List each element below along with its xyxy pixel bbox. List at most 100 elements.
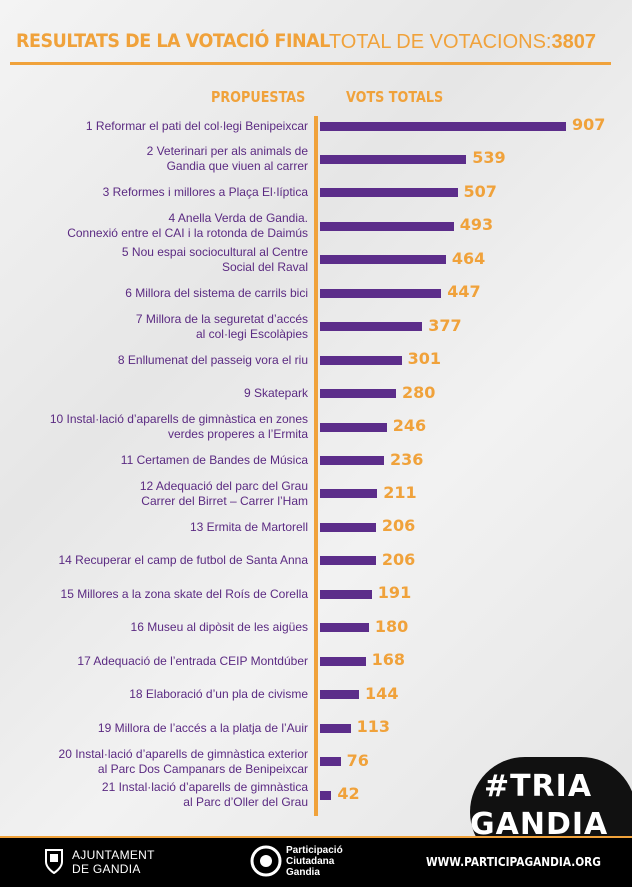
category-label-line: al Parc d’Oller del Grau [183, 795, 308, 809]
category-label-line: Connexió entre el CAI i la rotonda de Da… [67, 226, 308, 241]
data-label: 464 [451, 248, 486, 268]
category-label-line: 20 Instal·lació d’aparells de gimnàstica… [58, 746, 308, 761]
category-label-line: Carrer del Birret – Carrer l’Ham [141, 493, 308, 508]
page-title: RESULTATS DE LA VOTACIÓ FINAL [16, 30, 330, 52]
participacio-line-3: Gandia [286, 867, 320, 878]
participacio-ciutadana-logo: Participació Ciutadana Gandia [250, 842, 360, 882]
bar [320, 489, 378, 499]
bar [320, 757, 341, 767]
category-label: 2 Veterinari per als animals de Gandia qu… [147, 144, 308, 174]
bar [320, 556, 376, 566]
shield-icon [45, 849, 63, 874]
category-label: 14 Recuperar el camp de futbol de Santa … [58, 553, 308, 568]
header-divider [10, 62, 611, 65]
category-label: 9 Skatepark [244, 386, 308, 401]
category-label-line: 17 Adequació de l’entrada CEIP Montdúber [77, 653, 308, 668]
category-label-line: 16 Museu al dipòsit de les aigües [130, 620, 308, 635]
category-label-line: al Parc Dos Campanars de Benipeixcar [97, 761, 308, 776]
category-label-line: 14 Recuperar el camp de futbol de Santa … [58, 553, 308, 568]
bar [320, 288, 442, 298]
votes-column-header: VOTS TOTALS [346, 88, 444, 106]
category-label-line: 18 Elaboració d’un pla de civisme [129, 687, 308, 702]
data-label: 144 [365, 683, 399, 703]
category-label-line: 8 Enllumenat del passeig vora el riu [117, 352, 308, 367]
category-label: 20 Instal·lació d’aparells de gimnàstica… [59, 747, 308, 777]
category-label-line: 4 Anella Verda de Gandia. [168, 211, 308, 226]
category-label-line: 2 Veterinari per als animals de [146, 144, 308, 159]
category-label-line: verdes properes a l’Ermita [167, 427, 308, 442]
category-label-line: 5 Nou espai sociocultural al Centre [121, 244, 308, 259]
category-label: 5 Nou espai sociocultural al Centre Socia… [122, 245, 308, 275]
category-label-line: 21 Instal·lació d’aparells de gimnàstica [101, 780, 308, 794]
category-label: 16 Museu al dipòsit de les aigües [131, 620, 308, 635]
data-label: 539 [472, 148, 506, 168]
bar [320, 154, 467, 164]
bar [320, 690, 360, 700]
bar [320, 355, 402, 365]
bar [320, 322, 423, 332]
category-label-line: 15 Millores a la zona skate del Roís de … [60, 586, 308, 601]
badge-line-1: #TRIA [483, 769, 593, 804]
category-label: 6 Millora del sistema de carrils bici [125, 286, 308, 301]
category-label-line: 7 Millora de la seguretat d’accés [135, 311, 308, 326]
category-label: 19 Millora de l’accés a la platja de l’A… [98, 721, 308, 736]
data-label: 113 [356, 717, 391, 737]
category-label: 17 Adequació de l’entrada CEIP Montdúber [77, 654, 308, 669]
category-label-line: 10 Instal·lació d’aparells de gimnàstica… [49, 412, 308, 427]
data-label: 191 [377, 583, 412, 603]
category-label-line: al col·legi Escolàpies [195, 326, 308, 341]
bar [320, 656, 366, 666]
category-label: 7 Millora de la seguretat d’accés al col·… [136, 312, 308, 342]
bar [320, 456, 384, 465]
website-link[interactable]: WWW.PARTICIPAGANDIA.ORG [426, 855, 601, 869]
bar [320, 188, 458, 198]
category-label-line: 13 Ermita de Martorell [189, 519, 308, 534]
bar [320, 121, 566, 131]
category-label: 18 Elaboració d’un pla de civisme [129, 687, 308, 702]
proposals-column-header: PROPUESTAS [211, 88, 306, 106]
bar [320, 623, 369, 633]
category-label: 3 Reformes i millores a Plaça El·líptica [103, 185, 308, 200]
category-label: 4 Anella Verda de Gandia. Connexió entre … [67, 211, 308, 241]
data-label: 180 [374, 616, 409, 636]
bar [320, 589, 372, 599]
bar [320, 790, 332, 800]
ajuntament-line-2: DE GANDIA [72, 862, 141, 876]
data-label: 246 [392, 416, 427, 436]
data-label: 507 [463, 181, 497, 201]
category-label-line: 12 Adequació del parc del Grau [139, 478, 308, 493]
category-label-line: 3 Reformes i millores a Plaça El·líptica [102, 185, 308, 200]
category-label: 12 Adequació del parc del Grau Carrer del… [140, 479, 308, 509]
bar [320, 522, 376, 532]
ajuntament-gandia-logo: AJUNTAMENT DE GANDIA [44, 846, 154, 878]
data-label: 301 [407, 349, 442, 369]
speech-bubble-icon [250, 845, 282, 877]
data-label: 280 [401, 382, 436, 402]
category-label: 1 Reformar el pati del col·legi Benipeix… [86, 119, 308, 134]
data-label: 211 [383, 482, 417, 502]
data-label: 493 [459, 215, 494, 235]
total-votes: TOTAL DE VOTACIONS:3807 [329, 31, 596, 54]
category-label-line: 11 Certamen de Bandes de Música [120, 453, 308, 467]
data-label: 377 [428, 315, 462, 335]
data-label: 206 [381, 549, 416, 569]
data-label: 907 [572, 115, 606, 134]
data-label: 236 [390, 449, 424, 469]
bar [320, 255, 446, 265]
category-label: 13 Ermita de Martorell [190, 520, 308, 535]
data-label: 76 [346, 750, 369, 770]
participacio-line-1: Participació [286, 845, 343, 856]
footer [0, 838, 632, 887]
chart-axis-line [314, 116, 318, 816]
bar [320, 723, 351, 733]
total-votes-value: 3807 [551, 31, 597, 53]
category-label: 10 Instal·lació d’aparells de gimnàstica… [50, 412, 308, 442]
data-label: 447 [447, 282, 481, 302]
category-label: 21 Instal·lació d’aparells de gimnàstica… [102, 780, 308, 810]
ajuntament-line-1: AJUNTAMENT [72, 848, 155, 862]
footer-divider [0, 836, 632, 838]
category-label-line: 1 Reformar el pati del col·legi Benipeix… [85, 118, 308, 133]
category-label: 11 Certamen de Bandes de Música [121, 453, 308, 468]
data-label: 42 [337, 784, 360, 803]
